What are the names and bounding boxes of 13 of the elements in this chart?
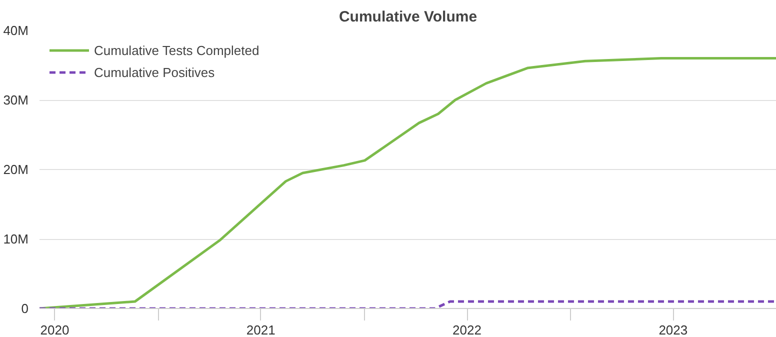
chart-title: Cumulative Volume bbox=[338, 8, 478, 26]
y-tick-label: 20M bbox=[3, 162, 29, 177]
y-tick-label: 0 bbox=[21, 301, 29, 316]
y-tick-label: 30M bbox=[3, 92, 29, 108]
y-tick-label: 40M bbox=[3, 23, 29, 38]
legend-label: Cumulative Tests Completed bbox=[94, 42, 260, 58]
y-tick-label: 10M bbox=[3, 232, 29, 246]
x-tick-label: 2020 bbox=[40, 322, 70, 337]
x-tick-label: 2021 bbox=[246, 322, 276, 337]
x-tick-label: 2022 bbox=[452, 322, 482, 337]
legend-label: Cumulative Positives bbox=[94, 64, 215, 80]
x-tick-label: 2023 bbox=[658, 322, 688, 337]
line-series bbox=[40, 57, 776, 308]
